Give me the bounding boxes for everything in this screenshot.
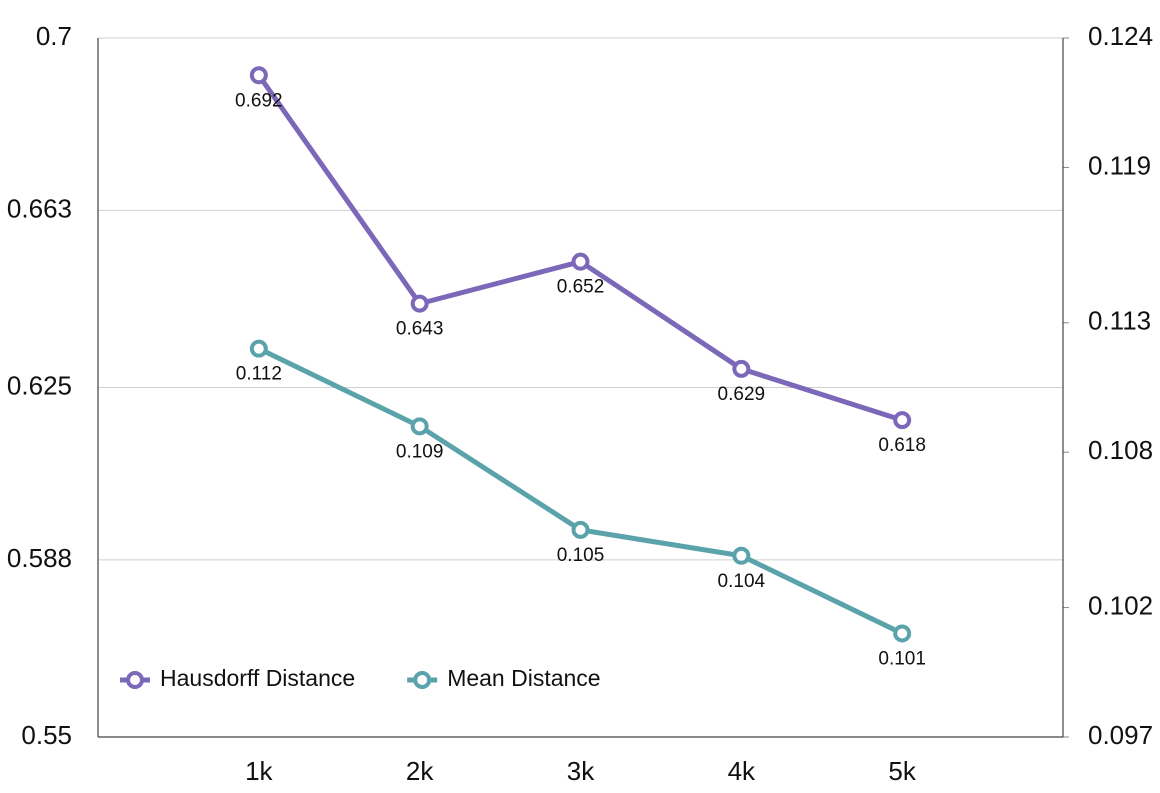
x-tick-label: 3k [567, 756, 595, 786]
marker [571, 520, 590, 539]
marker [410, 417, 429, 436]
y2-tick-label: 0.124 [1088, 21, 1153, 51]
marker [893, 624, 912, 643]
y2-tick-label: 0.119 [1088, 150, 1151, 180]
y2-tick-label: 0.113 [1088, 306, 1151, 336]
y2-tick-label: 0.097 [1088, 720, 1153, 750]
legend-label: Hausdorff Distance [160, 665, 355, 691]
series-line [256, 73, 903, 423]
x-tick-label: 2k [406, 756, 434, 786]
data-label: 0.112 [236, 364, 282, 385]
data-label: 0.692 [235, 90, 283, 111]
legend-label: Mean Distance [447, 665, 600, 691]
y-tick-label: 0.7 [36, 21, 72, 51]
marker [893, 411, 912, 430]
x-tick-label: 5k [888, 756, 916, 786]
y-tick-label: 0.55 [21, 720, 72, 750]
data-label: 0.652 [557, 277, 605, 298]
y-tick-label: 0.625 [7, 370, 72, 400]
marker [732, 359, 751, 378]
legend-marker [413, 671, 432, 689]
data-label: 0.629 [718, 384, 766, 405]
marker [410, 294, 429, 313]
x-tick-label: 4k [728, 756, 756, 786]
y2-tick-label: 0.102 [1088, 590, 1153, 620]
data-label: 0.643 [396, 319, 444, 340]
data-label: 0.105 [557, 545, 605, 566]
marker [249, 66, 268, 85]
data-label: 0.109 [396, 441, 444, 462]
y-tick-label: 0.663 [7, 193, 72, 223]
y-tick-label: 0.588 [7, 543, 72, 573]
x-tick-label: 1k [245, 756, 273, 786]
data-label: 0.101 [878, 648, 926, 669]
data-label: 0.618 [878, 435, 926, 456]
marker [732, 546, 751, 565]
data-label: 0.104 [718, 571, 766, 592]
marker [249, 339, 268, 358]
y2-tick-label: 0.108 [1088, 435, 1153, 465]
marker [571, 252, 590, 271]
legend-marker [126, 671, 144, 689]
